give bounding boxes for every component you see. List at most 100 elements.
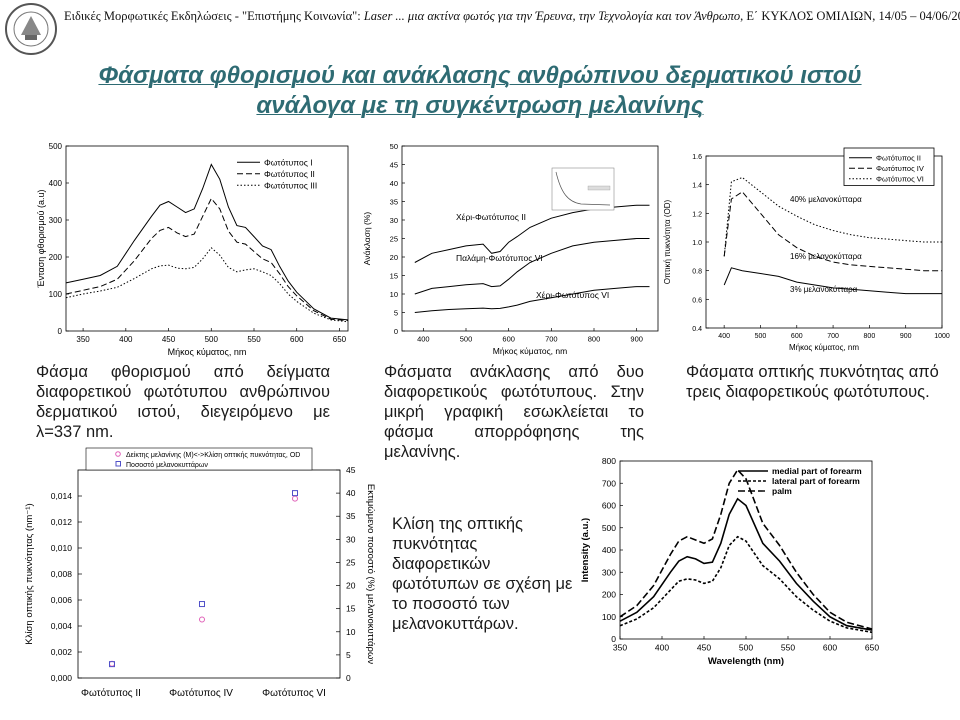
inset-curve xyxy=(555,171,611,206)
legend-box xyxy=(85,447,313,471)
y2-tick-label: 5 xyxy=(346,650,351,660)
legend-label: Φωτότυπος ΙΙ xyxy=(264,169,315,179)
header-line: Ειδικές Μορφωτικές Εκδηλώσεις - "Επιστήμ… xyxy=(64,9,960,24)
y-tick-label: 300 xyxy=(49,216,63,225)
y-tick-label: 300 xyxy=(602,567,616,577)
header-italic: Laser ... μια ακτίνα φωτός για την Έρευν… xyxy=(363,9,741,23)
intensity-chart: 350 400 450 500 550 600 650 0 100 200 300 400 500 600… xyxy=(580,456,879,667)
institution-seal xyxy=(5,3,57,55)
series-line xyxy=(723,176,942,257)
y-axis-label: Intensity (a.u.) xyxy=(580,518,591,582)
x-axis-label: Μήκος κύματος, nm xyxy=(789,343,859,352)
x-tick-label: 800 xyxy=(864,333,876,340)
y-tick-label: 0,008 xyxy=(51,569,73,579)
inset-legend xyxy=(587,185,611,191)
legend-label: Φωτότυπος VI xyxy=(876,175,924,184)
y2-tick-label: 10 xyxy=(346,627,356,637)
x-tick-label: 350 xyxy=(613,643,627,653)
caption-reflectance: Φάσματα ανάκλασης από δυο διαφορετικούς … xyxy=(384,363,644,461)
header-suffix: , Ε΄ ΚΥΚΛΟΣ ΟΜΙΛΙΩΝ, 14/05 – 04/06/2013 xyxy=(740,9,960,23)
plot-frame xyxy=(77,469,341,679)
series-line xyxy=(65,247,349,323)
y-tick-label: 50 xyxy=(390,142,398,151)
header-prefix: Ειδικές Μορφωτικές Εκδηλώσεις - "Επιστήμ… xyxy=(64,9,364,23)
x-tick-label: 600 xyxy=(290,335,304,344)
series-line xyxy=(414,238,650,295)
y-tick-label: 400 xyxy=(49,179,63,188)
y-tick-label: 1.4 xyxy=(692,183,702,190)
y-tick-label: 20 xyxy=(390,253,398,262)
point-square xyxy=(109,661,115,668)
x-category-label: Φωτότυπος VI xyxy=(262,687,326,699)
y-tick-label: 0 xyxy=(394,327,398,336)
y-tick-label: 0,006 xyxy=(51,595,73,605)
series-line xyxy=(414,286,650,313)
caption-fluorescence: Φάσμα φθορισμού από δείγματα διαφορετικο… xyxy=(36,363,330,441)
annotation: 3% μελανοκύτταρα xyxy=(790,285,858,294)
plot-frame xyxy=(65,145,349,332)
y2-tick-label: 35 xyxy=(346,511,356,521)
x-axis-label: Wavelength (nm) xyxy=(708,656,784,667)
y-tick-label: 10 xyxy=(390,290,398,299)
x-tick-label: 600 xyxy=(791,333,803,340)
y-tick-label: 15 xyxy=(390,272,398,281)
y-tick-label: 0,002 xyxy=(51,647,73,657)
y-axis-label: Οπτική πυκνότητα (OD) xyxy=(663,199,672,284)
y2-tick-label: 15 xyxy=(346,604,356,614)
x-tick-label: 900 xyxy=(630,335,643,344)
x-tick-label: 700 xyxy=(545,335,558,344)
plot-frame xyxy=(401,145,659,332)
y-tick-label: 0.4 xyxy=(692,326,702,333)
y-tick-label: 800 xyxy=(602,456,616,466)
y-tick-label: 40 xyxy=(390,179,398,188)
x-tick-label: 450 xyxy=(697,643,711,653)
y2-tick-label: 0 xyxy=(346,673,351,683)
plot-frame xyxy=(619,460,873,640)
y-tick-label: 200 xyxy=(49,253,63,262)
x-tick-label: 400 xyxy=(119,335,133,344)
series-line xyxy=(65,197,349,322)
y-tick-label: 0,000 xyxy=(51,673,73,683)
y-tick-label: 25 xyxy=(390,235,398,244)
legend-label: Δείκτης μελανίνης (Μ)<->Κλίση οπτικής πυ… xyxy=(126,451,300,459)
x-axis-label: Μήκος κύματος, nm xyxy=(493,346,567,356)
y2-tick-label: 25 xyxy=(346,557,356,567)
y-tick-label: 100 xyxy=(602,612,616,622)
x-axis-label: Μήκος κύματος, nm xyxy=(168,347,247,357)
y-axis-label: Ανάκλαση (%) xyxy=(362,212,372,266)
slide-title-line1: Φάσματα φθορισμού και ανάκλασης ανθρώπιν… xyxy=(98,62,862,89)
legend-label: Φωτότυπος ΙV xyxy=(876,164,924,173)
y-tick-label: 100 xyxy=(49,290,63,299)
y-tick-label: 600 xyxy=(602,501,616,511)
y-tick-label: 500 xyxy=(602,523,616,533)
y2-tick-label: 20 xyxy=(346,581,356,591)
y-tick-label: 0.8 xyxy=(692,269,702,276)
series-line xyxy=(619,535,873,634)
y-tick-label: 0 xyxy=(58,327,63,336)
x-tick-label: 650 xyxy=(865,643,879,653)
y-tick-label: 0,010 xyxy=(51,543,73,553)
series-line xyxy=(723,267,942,295)
slide-title-line2: ανάλογα με τη συγκέντρωση μελανίνης xyxy=(256,92,704,119)
legend-marker-square xyxy=(115,461,121,467)
y-tick-label: 0,012 xyxy=(51,517,73,527)
fluorescence-chart: 350 400 450 500 550 600 650 0 100 200 300 400 500 Μήκ… xyxy=(36,142,349,357)
x-tick-label: 600 xyxy=(823,643,837,653)
y-tick-label: 200 xyxy=(602,590,616,600)
y-tick-label: 1.2 xyxy=(692,211,702,218)
x-tick-label: 400 xyxy=(655,643,669,653)
annotation: 40% μελανοκύτταρα xyxy=(790,195,862,204)
y-tick-label: 700 xyxy=(602,478,616,488)
slope-scatter-chart: 0,000 0,002 0,004 0,006 0,008 0,010 0,012 0,014… xyxy=(24,447,376,699)
y-tick-label: 1.0 xyxy=(692,240,702,247)
x-tick-label: 450 xyxy=(162,335,176,344)
x-tick-label: 700 xyxy=(827,333,839,340)
legend-label: lateral part of forearm xyxy=(772,476,860,486)
x-tick-label: 500 xyxy=(205,335,219,344)
x-tick-label: 1000 xyxy=(934,333,950,340)
legend-label: palm xyxy=(772,486,792,496)
y-tick-label: 45 xyxy=(390,161,398,170)
x-tick-label: 550 xyxy=(781,643,795,653)
point-circle xyxy=(292,495,298,502)
